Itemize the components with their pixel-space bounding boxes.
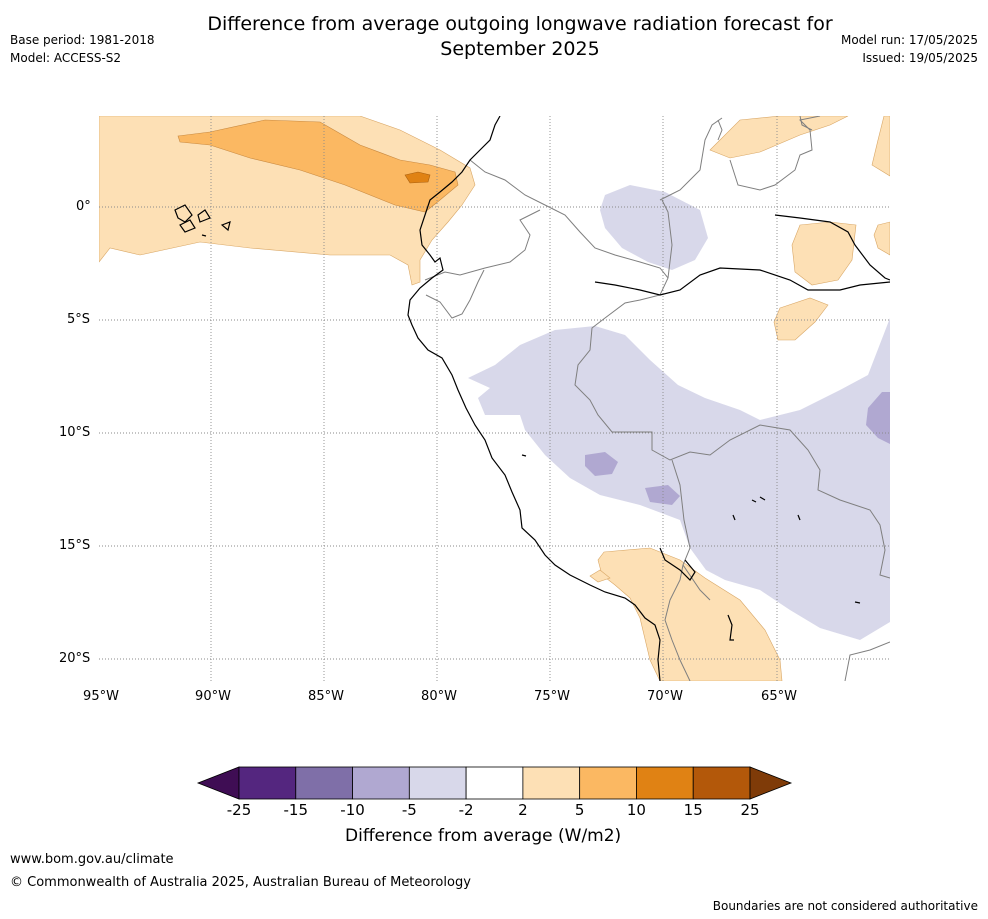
model-name: Model: ACCESS-S2 [10,51,122,65]
colorbar-tick-label: -5 [401,801,417,819]
positive-anomaly-region [871,116,890,177]
lat-label: 0° [76,199,91,214]
moderate-negative-region [866,392,890,444]
colorbar-tick-label: -25 [226,801,252,819]
copyright-notice: © Commonwealth of Australia 2025, Austra… [10,875,471,890]
colorbar-swatch [352,766,410,800]
map-area [99,116,890,681]
lon-label: 85°W [308,689,344,704]
colorbar-swatch [636,766,694,800]
title-line-1: Difference from average outgoing longwav… [207,13,833,35]
negative-anomaly-region [468,318,890,640]
map-title: Difference from average outgoing longwav… [150,12,890,62]
colorbar-tick-label: 25 [740,801,760,819]
positive-anomaly-region [873,221,890,256]
colorbar-swatch [408,766,467,800]
lon-label: 70°W [647,689,683,704]
colorbar-tick-label: -2 [458,801,474,819]
graticule [99,116,890,681]
base-period: Base period: 1981-2018 [10,33,155,47]
colorbar-swatch [579,766,637,800]
colorbar-tick-label: -10 [340,801,365,819]
country-borders [424,116,890,681]
colorbar-tick-label: 15 [683,801,703,819]
lon-label: 65°W [761,689,797,704]
lat-label: 15°S [59,538,91,553]
title-line-2: September 2025 [440,38,600,60]
colorbar-title: Difference from average (W/m2) [345,826,622,846]
moderate-negative-region [585,452,618,476]
strong-positive-region [404,171,431,184]
coastline [174,116,890,681]
colorbar-swatch [238,766,297,800]
colorbar-swatch [295,766,353,800]
lat-label: 10°S [59,425,91,440]
colorbar-swatch [465,766,524,800]
colorbar-tick-label: 2 [518,801,528,819]
moderate-positive-region [177,119,459,213]
lon-label: 90°W [195,689,231,704]
lat-label: 20°S [59,651,91,666]
lon-label: 95°W [83,689,119,704]
positive-anomaly-region [589,569,611,583]
website-url[interactable]: www.bom.gov.au/climate [10,852,174,867]
colorbar-tick-label: -15 [283,801,309,819]
colorbar-tick-label: 5 [574,801,585,819]
moderate-negative-region [645,485,680,505]
positive-anomaly-region [709,116,849,159]
issued-date: Issued: 19/05/2025 [862,51,978,65]
lon-label: 75°W [534,689,570,704]
positive-anomaly-region [773,297,829,341]
model-run: Model run: 17/05/2025 [840,33,978,47]
colorbar-extend-high [749,766,793,800]
colorbar-extend-low [196,766,240,800]
negative-anomaly-region [600,185,708,270]
colorbar-tick-label: 10 [626,801,646,819]
lon-label: 80°W [421,689,457,704]
colorbar-swatch [522,766,581,800]
boundaries-disclaimer: Boundaries are not considered authoritat… [712,899,978,913]
positive-anomaly-region [791,221,857,286]
lat-label: 5°S [67,312,91,327]
colorbar-swatch [692,766,751,800]
colorbar [196,766,793,800]
